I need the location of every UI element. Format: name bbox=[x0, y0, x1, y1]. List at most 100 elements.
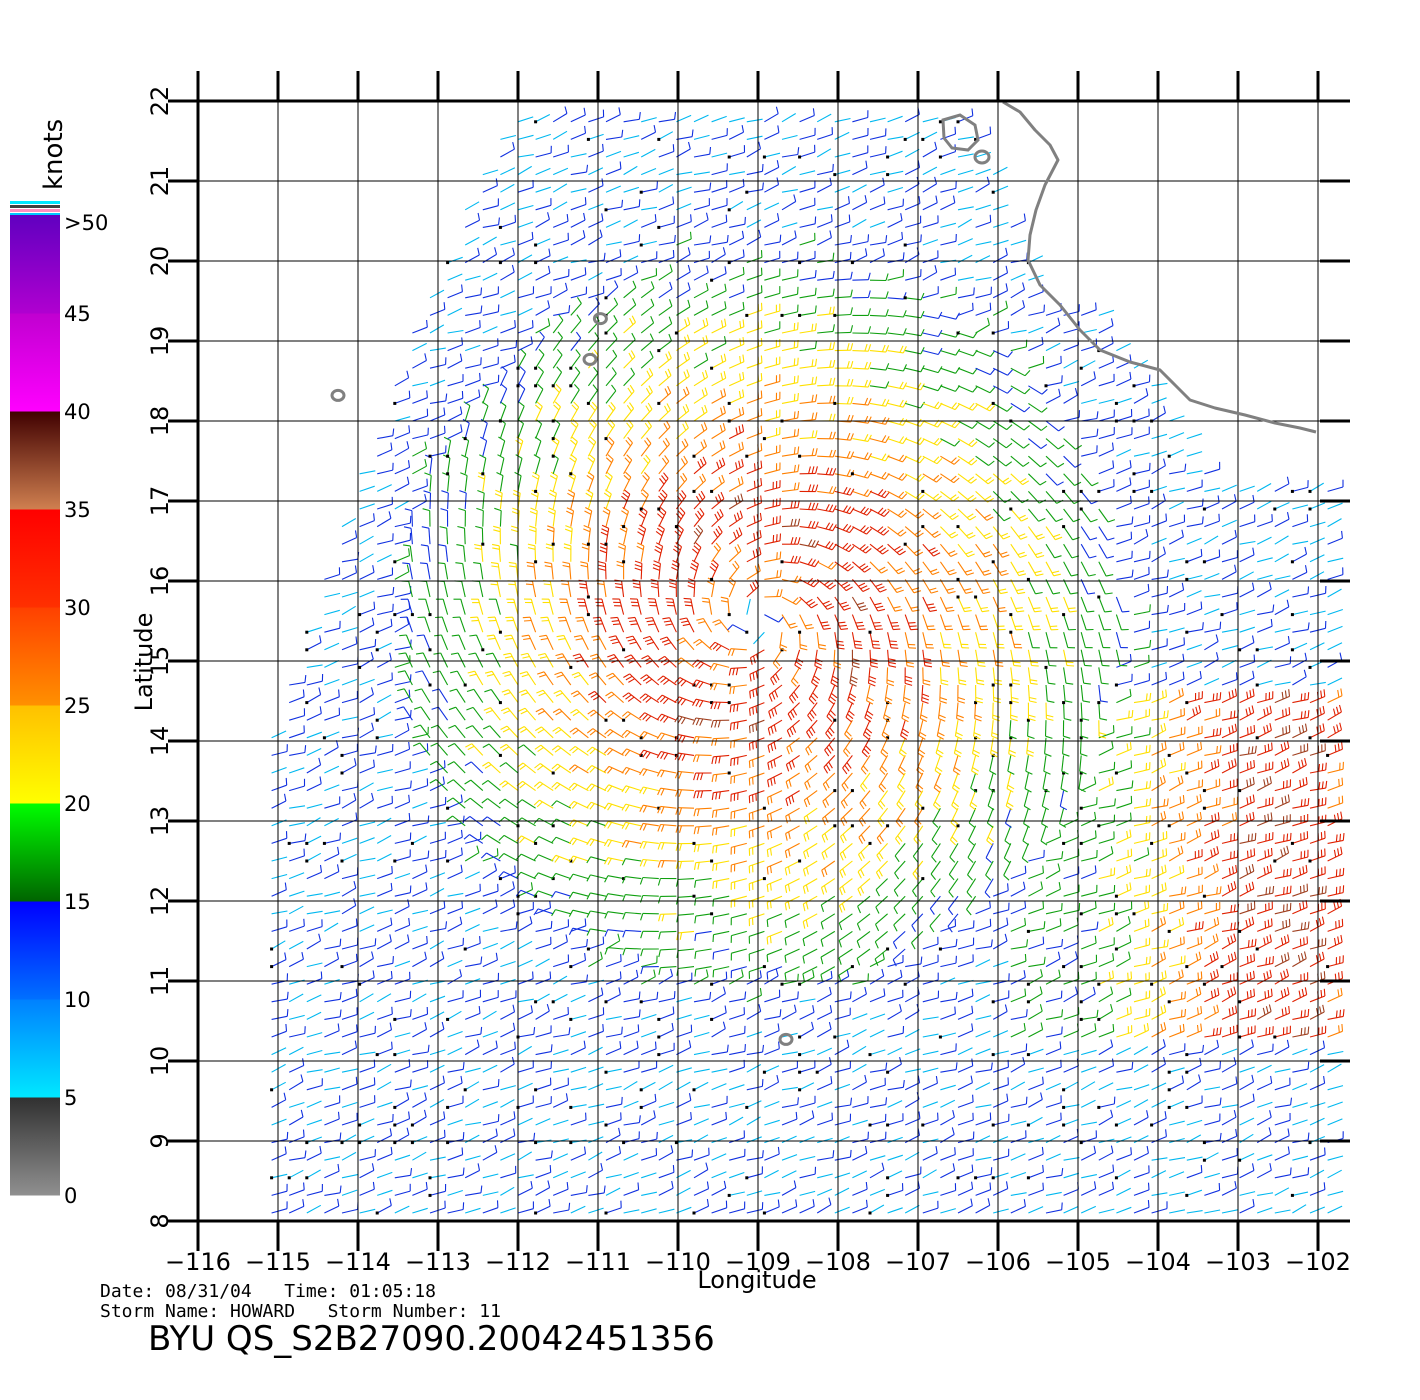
wind-barb-flag bbox=[302, 1058, 305, 1066]
wind-barb-flag bbox=[639, 768, 644, 776]
wind-barb bbox=[1221, 1135, 1237, 1144]
wind-barb-flag bbox=[993, 700, 1001, 704]
wind-barb bbox=[957, 1119, 974, 1126]
wind-barb-flag bbox=[971, 770, 979, 776]
wind-barb-flag bbox=[549, 1165, 552, 1173]
wind-barb-flag bbox=[971, 1181, 974, 1189]
wind-barb-flag bbox=[709, 682, 714, 690]
wind-barb-flag bbox=[733, 722, 736, 730]
wind-barb-flag bbox=[1245, 867, 1249, 875]
wind-barb bbox=[521, 799, 536, 809]
wind-barb bbox=[289, 715, 305, 721]
wind-barb-flag bbox=[1234, 723, 1238, 732]
wind-barb-flag bbox=[639, 731, 645, 738]
wind-barb bbox=[1292, 730, 1308, 739]
wind-barb bbox=[412, 909, 429, 915]
wind-barb bbox=[500, 1048, 516, 1056]
wind-barb-flag bbox=[390, 971, 393, 979]
wind-barb-flag bbox=[319, 864, 323, 873]
rain-flag-marker bbox=[1255, 683, 1259, 687]
wind-barb-flag bbox=[1196, 795, 1199, 803]
wind-barb bbox=[731, 807, 747, 813]
wind-barb bbox=[917, 737, 924, 754]
wind-barb-flag bbox=[1003, 874, 1010, 881]
wind-barb-flag bbox=[1102, 664, 1110, 667]
wind-barb bbox=[1239, 661, 1255, 668]
wind-barb-flag bbox=[938, 717, 946, 722]
wind-barb-flag bbox=[621, 748, 628, 755]
wind-barb-flag bbox=[441, 1021, 445, 1030]
wind-barb-flag bbox=[1163, 1022, 1167, 1030]
wind-barb bbox=[610, 710, 624, 721]
wind-barb bbox=[423, 634, 431, 651]
wind-barb bbox=[1098, 1208, 1115, 1214]
wind-barb bbox=[535, 1187, 550, 1196]
wind-barb-flag bbox=[752, 724, 754, 732]
wind-barb-flag bbox=[838, 957, 842, 965]
wind-barb bbox=[677, 807, 695, 809]
wind-barb-flag bbox=[779, 647, 787, 652]
wind-barb bbox=[753, 631, 765, 645]
wind-barb bbox=[966, 895, 977, 910]
wind-barb bbox=[875, 878, 888, 891]
wind-barb bbox=[957, 1171, 974, 1179]
wind-barb-flag bbox=[818, 644, 826, 647]
wind-barb bbox=[1274, 681, 1291, 686]
wind-barb bbox=[482, 1173, 499, 1179]
wind-barb bbox=[289, 767, 305, 774]
wind-barb bbox=[1133, 1172, 1150, 1179]
wind-barb-flag bbox=[552, 726, 560, 732]
wind-barb-flag bbox=[639, 786, 644, 794]
wind-barb-flag bbox=[956, 717, 964, 722]
wind-barb-flag bbox=[1245, 884, 1249, 893]
wind-barb bbox=[1257, 838, 1273, 844]
wind-barb bbox=[834, 1136, 850, 1144]
wind-barb-flag bbox=[869, 675, 877, 680]
wind-barb bbox=[555, 872, 571, 880]
wind-barb bbox=[1133, 854, 1149, 862]
wind-barb bbox=[1292, 750, 1308, 756]
wind-barb bbox=[1221, 1209, 1238, 1214]
wind-barb-flag bbox=[1249, 972, 1252, 980]
wind-barb bbox=[1292, 871, 1308, 880]
wind-barb bbox=[592, 728, 607, 739]
wind-barb-flag bbox=[1272, 956, 1274, 964]
wind-barb-flag bbox=[803, 851, 807, 860]
wind-barb bbox=[767, 860, 783, 868]
wind-barb bbox=[677, 789, 695, 792]
wind-barb-flag bbox=[1219, 692, 1222, 700]
wind-barb bbox=[535, 1102, 552, 1108]
wind-barb-flag bbox=[1288, 1005, 1291, 1014]
wind-barb bbox=[288, 940, 304, 950]
wind-barb-flag bbox=[371, 1163, 375, 1171]
wind-barb bbox=[520, 871, 536, 880]
colorbar-tick-label: >50 bbox=[64, 211, 108, 235]
wind-barb-flag bbox=[1287, 952, 1290, 960]
wind-barb-flag bbox=[589, 766, 596, 773]
rain-flag-marker bbox=[604, 1070, 608, 1074]
wind-barb bbox=[988, 772, 994, 789]
wind-barb bbox=[377, 768, 393, 774]
wind-barb-flag bbox=[539, 674, 547, 678]
wind-barb bbox=[1239, 960, 1255, 968]
wind-barb bbox=[936, 720, 941, 737]
wind-barb bbox=[1133, 734, 1150, 739]
wind-barb-flag bbox=[744, 1044, 746, 1052]
wind-barb bbox=[645, 693, 660, 704]
wind-barb-flag bbox=[1270, 918, 1273, 926]
wind-barb bbox=[1274, 747, 1290, 756]
wind-barb bbox=[764, 975, 779, 985]
wind-barb bbox=[911, 895, 924, 909]
wind-barb bbox=[887, 632, 892, 648]
wind-barb bbox=[1045, 1102, 1062, 1108]
wind-barb-flag bbox=[767, 745, 771, 753]
rain-flag-marker bbox=[1220, 613, 1224, 617]
wind-barb bbox=[359, 645, 376, 651]
wind-barb-flag bbox=[638, 991, 641, 999]
wind-barb bbox=[488, 743, 501, 756]
wind-barb bbox=[781, 614, 791, 629]
rain-flag-marker bbox=[1079, 912, 1083, 916]
wind-barb bbox=[1063, 684, 1066, 701]
wind-barb bbox=[713, 913, 730, 918]
wind-barb bbox=[676, 1187, 691, 1196]
